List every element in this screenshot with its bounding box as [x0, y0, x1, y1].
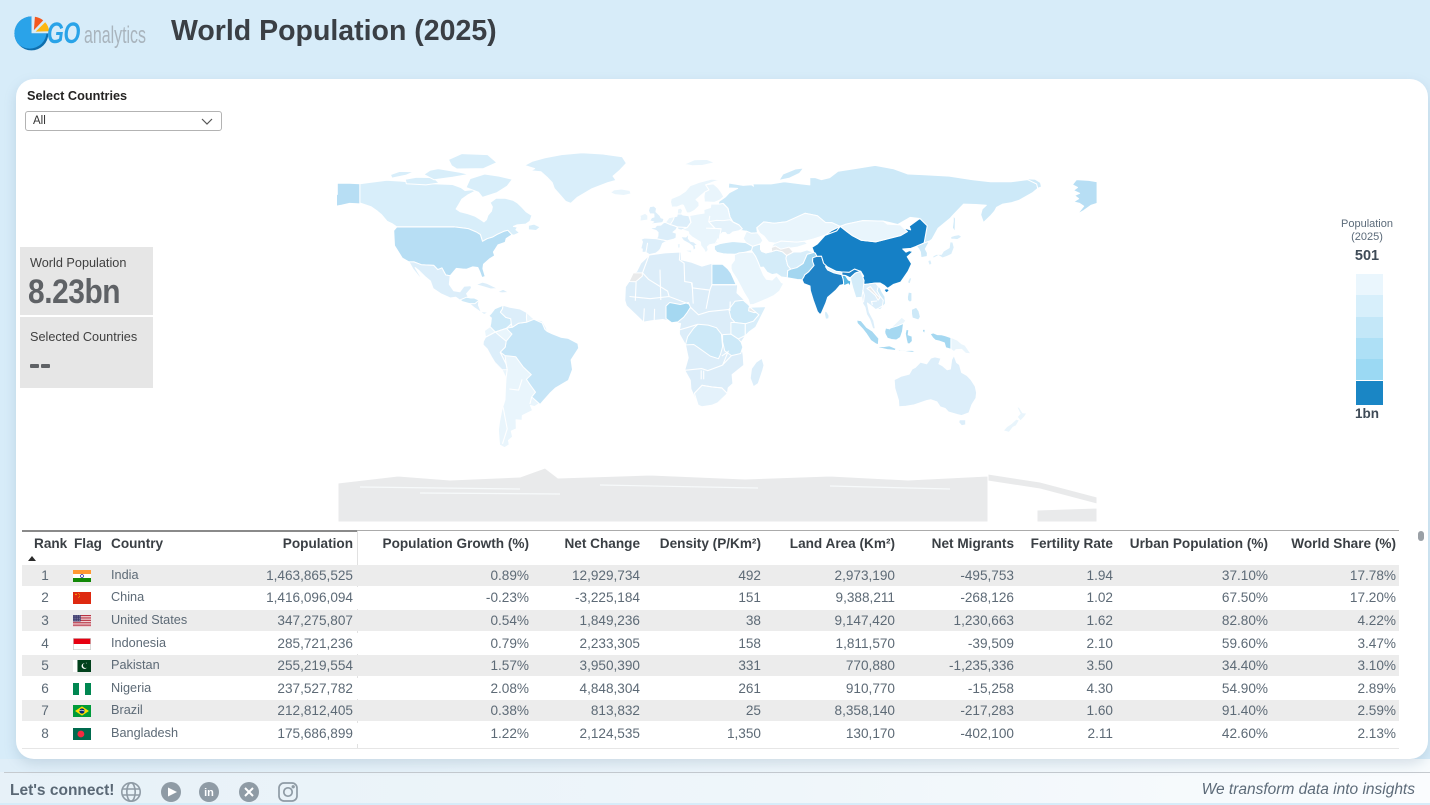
- svg-text:in: in: [204, 787, 214, 799]
